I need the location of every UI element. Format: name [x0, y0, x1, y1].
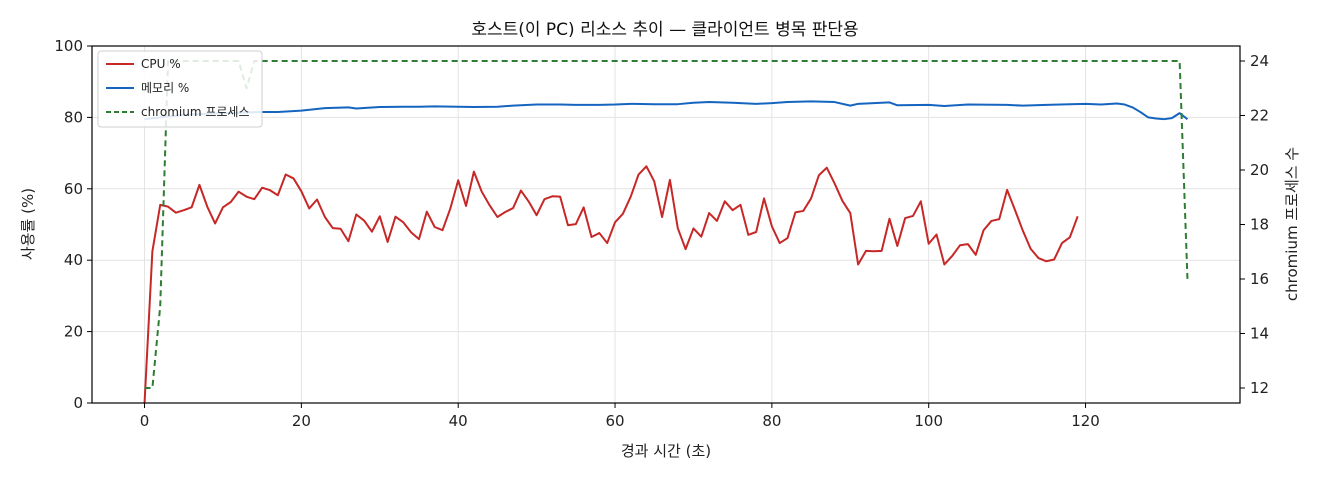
y2-tick-label: 14: [1250, 325, 1269, 343]
legend: CPU % 메모리 % chromium 프로세스: [97, 50, 263, 128]
y2-axis-label: chromium 프로세스 수: [1283, 147, 1301, 301]
y-tick-label: 20: [64, 323, 83, 341]
legend-label-memory: 메모리 %: [141, 81, 189, 95]
y2-tick-label: 18: [1250, 216, 1269, 234]
y-axis-label: 사용률 (%): [19, 188, 37, 260]
y-tick-label: 100: [54, 37, 83, 55]
plot-frame: [91, 45, 1241, 404]
y2-tick-label: 16: [1250, 270, 1269, 288]
x-tick-label: 40: [449, 412, 468, 430]
y2-axis-ticks: 12 14 16 18 20 22 24: [1240, 52, 1269, 397]
memory-series-line: [144, 100, 1189, 121]
y-tick-label: 80: [64, 108, 83, 126]
y2-tick-label: 12: [1250, 379, 1269, 397]
x-tick-label: 100: [914, 412, 943, 430]
y-axis-ticks: 0 20 40 60 80 100: [54, 37, 92, 412]
legend-box: [97, 50, 263, 128]
x-tick-label: 0: [140, 412, 150, 430]
x-tick-label: 80: [762, 412, 781, 430]
y-tick-label: 40: [64, 251, 83, 269]
y2-tick-label: 22: [1250, 106, 1269, 124]
x-tick-label: 120: [1071, 412, 1100, 430]
legend-label-chromium: chromium 프로세스: [141, 105, 250, 119]
y-tick-label: 60: [64, 180, 83, 198]
y2-tick-label: 20: [1250, 161, 1269, 179]
y-tick-label: 0: [73, 394, 83, 412]
x-axis-ticks: 0 20 40 60 80 100 120: [140, 403, 1100, 430]
legend-label-cpu: CPU %: [141, 57, 181, 71]
x-tick-label: 20: [292, 412, 311, 430]
x-axis-label: 경과 시간 (초): [621, 442, 711, 460]
cpu-series-line: [143, 165, 1079, 404]
gridlines: [92, 45, 1240, 404]
y2-tick-label: 24: [1250, 52, 1269, 70]
x-tick-label: 60: [605, 412, 624, 430]
chart-title: 호스트(이 PC) 리소스 추이 — 클라이언트 병목 판단용: [471, 20, 858, 40]
